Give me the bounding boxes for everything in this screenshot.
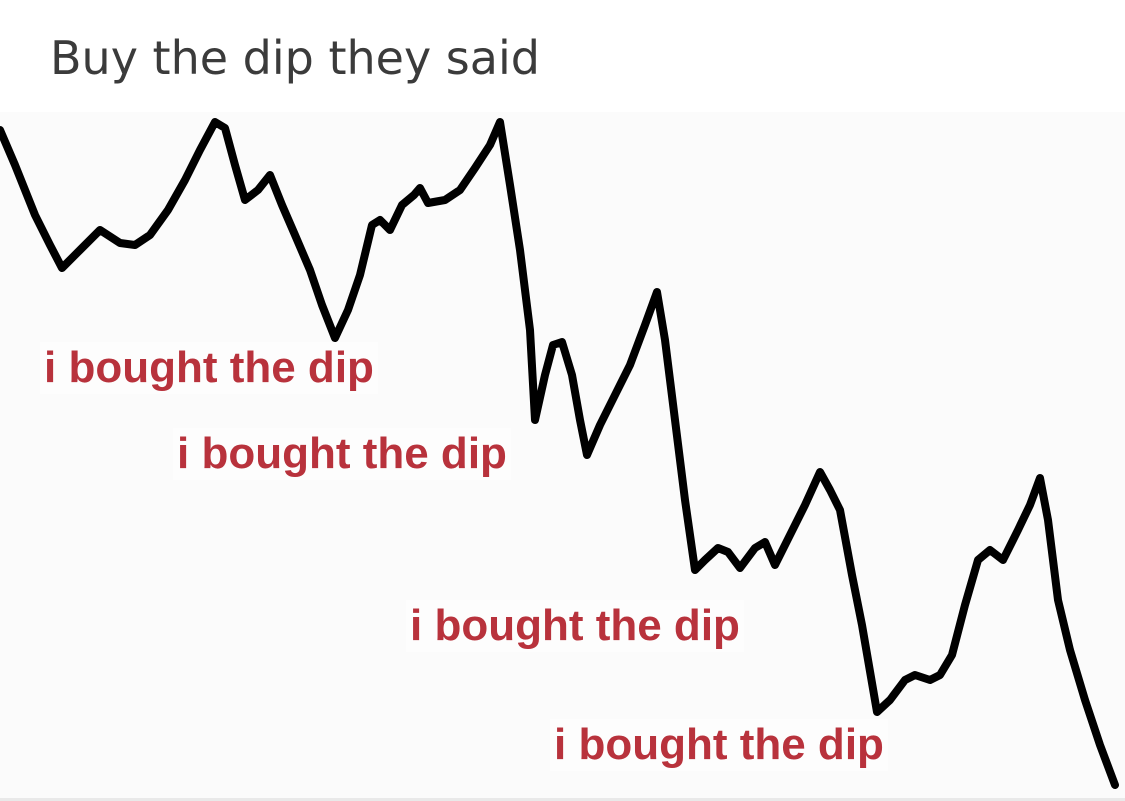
post-title: Buy the dip they said — [50, 31, 540, 85]
caption-2: i bought the dip — [173, 428, 511, 480]
caption-4: i bought the dip — [550, 719, 888, 771]
caption-3: i bought the dip — [406, 600, 744, 652]
meme-image: i bought the dip i bought the dip i boug… — [0, 112, 1125, 801]
bottom-divider — [0, 798, 1125, 801]
price-line — [0, 118, 1119, 789]
price-line-graphic — [0, 118, 1119, 789]
caption-1: i bought the dip — [40, 342, 378, 394]
